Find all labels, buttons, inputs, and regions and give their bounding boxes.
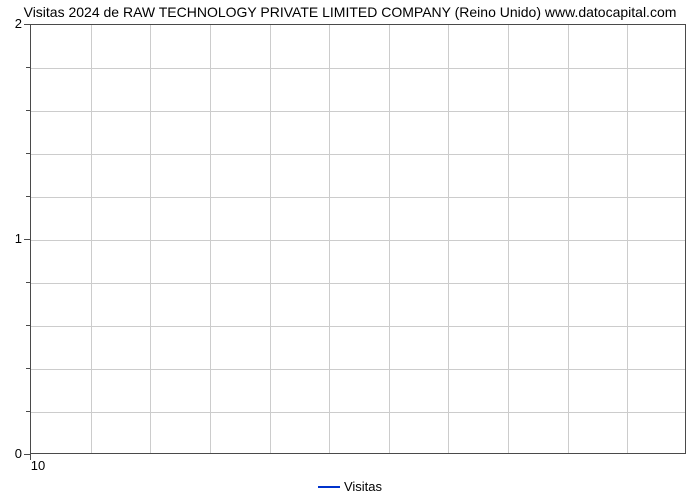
gridline-horizontal <box>31 197 685 198</box>
y-minor-tick <box>26 368 30 369</box>
y-minor-tick <box>26 67 30 68</box>
y-axis-label: 0 <box>4 446 22 461</box>
y-minor-tick <box>26 153 30 154</box>
gridline-vertical <box>150 25 151 453</box>
legend: Visitas <box>0 478 700 494</box>
y-tick <box>24 239 30 240</box>
gridline-vertical <box>91 25 92 453</box>
gridline-vertical <box>508 25 509 453</box>
legend-line <box>318 486 340 488</box>
gridline-horizontal <box>31 412 685 413</box>
y-minor-tick <box>26 196 30 197</box>
y-tick <box>24 24 30 25</box>
gridline-horizontal <box>31 154 685 155</box>
gridline-horizontal <box>31 369 685 370</box>
chart-title: Visitas 2024 de RAW TECHNOLOGY PRIVATE L… <box>0 4 700 20</box>
gridline-vertical <box>210 25 211 453</box>
legend-label: Visitas <box>344 479 382 494</box>
y-minor-tick <box>26 325 30 326</box>
gridline-horizontal <box>31 240 685 241</box>
gridline-horizontal <box>31 283 685 284</box>
x-axis-label: 10 <box>31 458 45 473</box>
gridline-vertical <box>389 25 390 453</box>
gridline-horizontal <box>31 68 685 69</box>
gridline-horizontal <box>31 111 685 112</box>
y-minor-tick <box>26 110 30 111</box>
y-axis-label: 2 <box>4 16 22 31</box>
gridline-vertical <box>448 25 449 453</box>
y-axis-label: 1 <box>4 231 22 246</box>
gridline-horizontal <box>31 326 685 327</box>
y-minor-tick <box>26 282 30 283</box>
y-minor-tick <box>26 411 30 412</box>
gridline-vertical <box>270 25 271 453</box>
gridline-vertical <box>329 25 330 453</box>
gridline-vertical <box>627 25 628 453</box>
plot-area <box>30 24 686 454</box>
gridline-vertical <box>568 25 569 453</box>
